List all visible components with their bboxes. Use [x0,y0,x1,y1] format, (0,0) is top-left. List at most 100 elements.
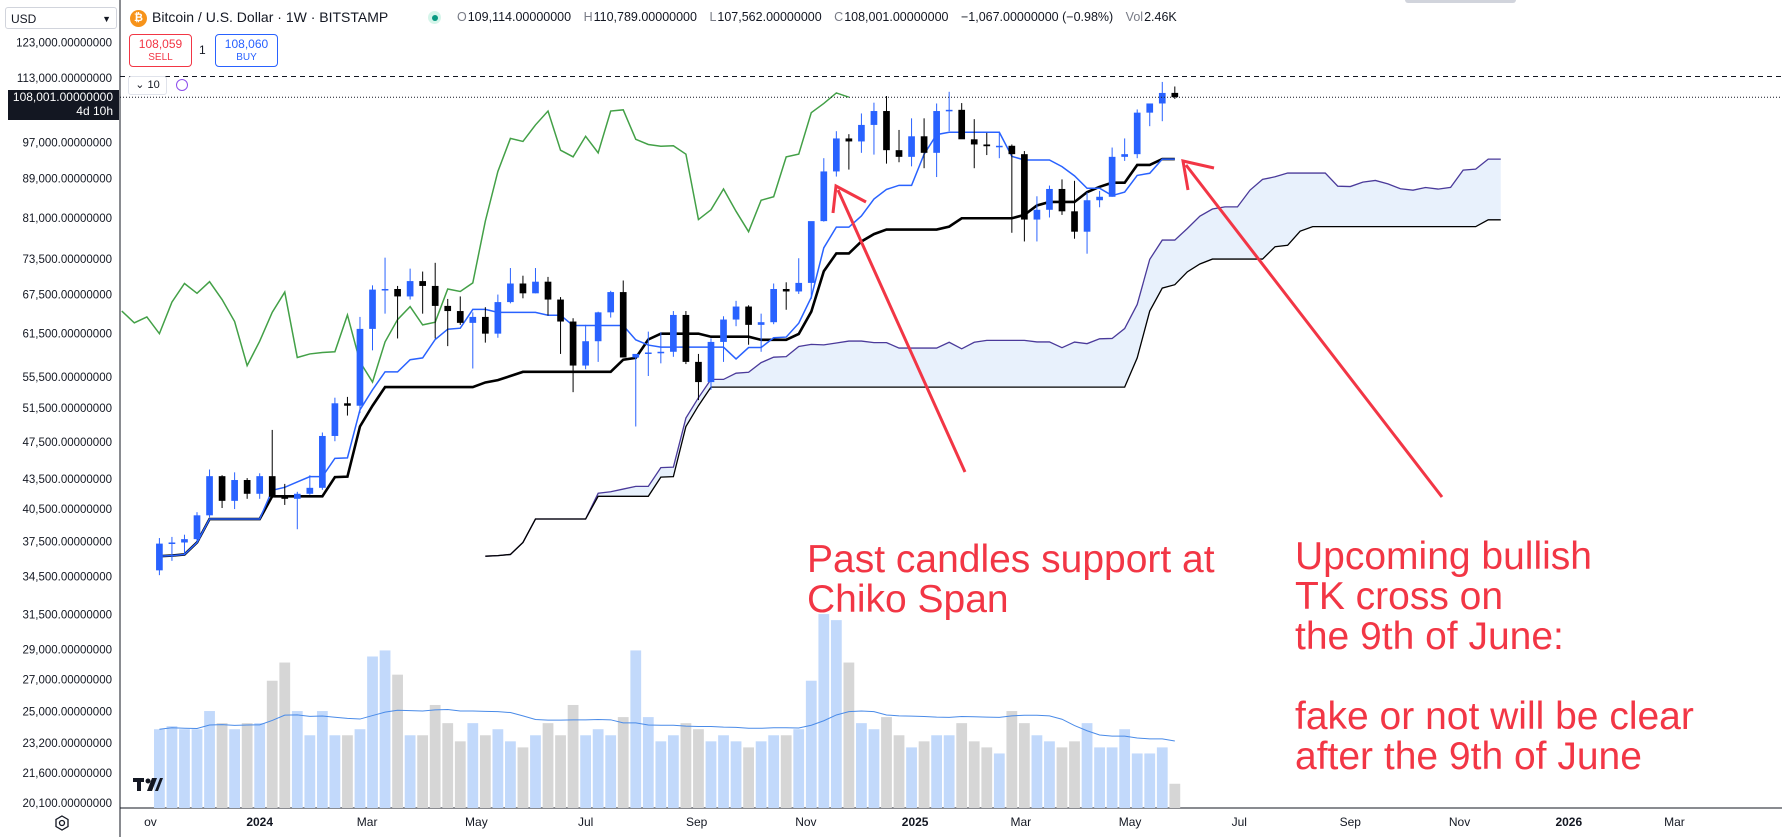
candle-body [469,316,477,323]
candle-body [519,283,527,294]
volume-bar [154,729,165,808]
candle-body [319,435,326,488]
sell-button[interactable]: 108,059 SELL [129,34,192,67]
candle-body [682,314,690,362]
candle-body [569,321,577,366]
volume-bar [931,735,943,808]
candle-body [331,403,339,436]
candle-body [481,316,489,334]
price-tick-label: 23,200.00000000 [22,738,112,750]
candle-body [381,288,389,291]
volume-bar [241,723,253,808]
annotation-tk-cross[interactable]: Upcoming bullish TK cross on the 9th of … [1295,535,1694,778]
last-price-value: 108,001.00000000 [12,90,113,104]
volume-bar [442,723,454,808]
volume-bar [793,729,805,808]
volume-key: Vol [1125,10,1144,24]
candles [156,81,1179,576]
price-tick-label: 25,000.00000000 [22,707,112,719]
volume-bar [1131,753,1143,808]
candle-body [695,361,702,383]
candle-body [970,139,978,145]
price-tick-label: 61,500.00000000 [22,329,112,341]
currency-select[interactable]: USD ▼ [5,7,117,29]
bar-countdown: 4d 10h [76,104,113,118]
indicator-sync-icon[interactable] [176,79,188,91]
currency-value: USD [11,12,37,26]
volume-bar [655,741,667,808]
candle-body [594,312,602,342]
change-value: −1,067.00000000 (−0.98%) [960,10,1114,24]
volume-bar [517,747,529,808]
market-status-icon[interactable] [428,11,441,24]
candle-body [995,145,1003,148]
candle-body [394,288,401,297]
buy-button[interactable]: 108,060 BUY [215,34,278,67]
volume-bar [354,729,366,808]
volume-bar [642,717,654,808]
cloud-fill [485,159,1501,557]
volume-bar [943,735,955,808]
volume-bar [881,717,892,808]
price-tick-label: 43,500.00000000 [22,474,112,486]
candle-body [582,341,589,366]
volume-bar [1056,747,1068,808]
volume-bar [1018,723,1030,808]
low-key: L [709,10,717,24]
volume-bar [805,680,817,808]
candle-body [1046,188,1053,210]
chevron-down-icon: ⌄ [135,79,148,91]
candle-body [707,341,715,383]
open-key: O [457,10,467,24]
volume-bar [1156,747,1168,808]
annotation-chikou-support[interactable]: Past candles support at Chiko Span [807,538,1215,621]
volume-bar [1106,747,1118,808]
buy-price: 108,060 [224,37,269,51]
symbol-title[interactable]: Bitcoin / U.S. Dollar · 1W · BITSTAMP [152,9,389,25]
candle-body [532,281,539,294]
gear-icon[interactable] [54,815,70,831]
chevron-down-icon: ▼ [102,14,111,24]
time-tick-label: Sep [1340,815,1362,829]
candle-body [557,299,564,322]
volume-bar [605,735,617,808]
volume-bar [918,741,930,808]
volume-bar [1006,711,1018,808]
low-value: 107,562.00000000 [717,10,822,24]
candle-body [770,288,778,323]
volume-bar [379,650,391,808]
close-value: 108,001.00000000 [844,10,949,24]
volume-bar [630,650,642,808]
candle-body [1071,211,1078,232]
last-price-tag: 108,001.00000000 4d 10h [8,90,119,120]
candle-body [168,542,176,544]
volume-ma-line [159,709,1175,742]
price-tick-label: 34,500.00000000 [22,571,112,583]
leading-span-a-line [485,158,1501,557]
time-tick-label: Sep [686,815,708,829]
order-quantity[interactable]: 1 [199,43,206,57]
top-panel-handle[interactable] [1405,0,1516,3]
candle-body [895,150,903,157]
volume-bar [404,735,416,808]
candle-body [507,283,514,303]
volume-bar [166,726,178,808]
arrow-shaft-1 [836,189,967,473]
volume-bar [730,741,742,808]
indicator-collapse-button[interactable]: ⌄ 10 [128,76,167,95]
candle-body [644,352,652,354]
volume-bar [1044,741,1055,808]
candle-body [369,289,376,329]
volume-bar [1081,723,1093,808]
base-line [159,157,1175,558]
candle-body [444,305,452,312]
price-tick-label: 27,000.00000000 [22,674,112,686]
price-tick-label: 40,500.00000000 [22,504,112,516]
ichimoku-cloud [485,158,1501,557]
candle-body [858,124,865,142]
price-tick-label: 21,600.00000000 [22,768,112,780]
volume-bar [693,729,704,808]
price-tick-label: 81,000.00000000 [22,213,112,225]
volume-bar [542,723,554,808]
